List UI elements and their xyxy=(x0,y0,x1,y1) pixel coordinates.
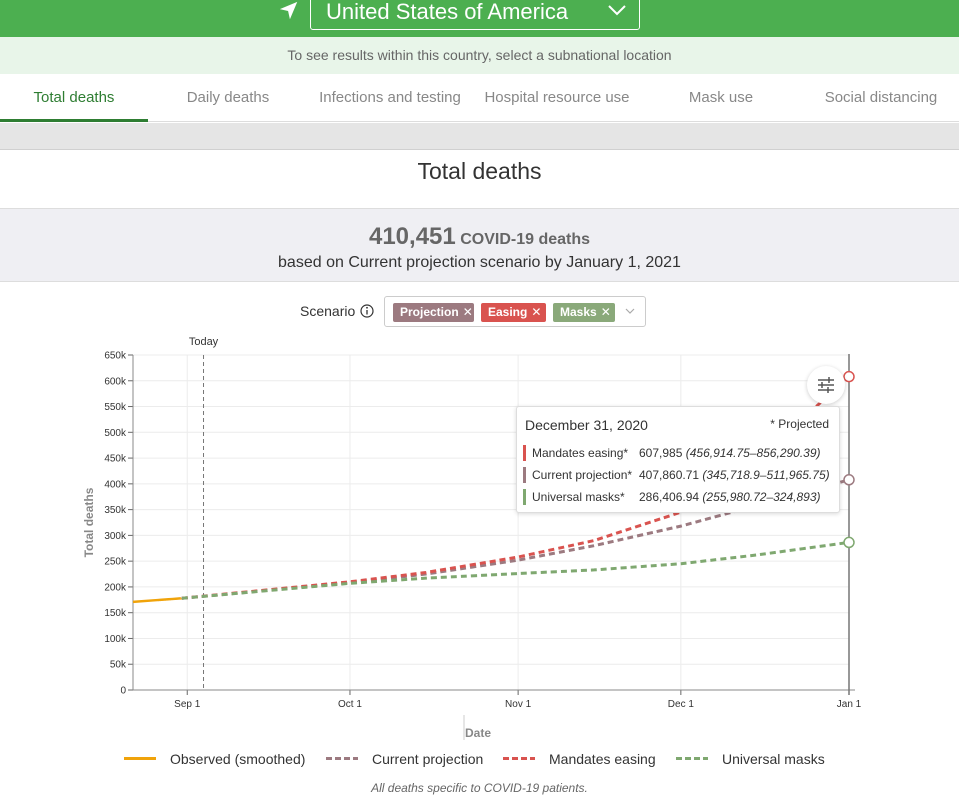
tooltip-series-name: Current projection* xyxy=(532,468,633,482)
remove-icon[interactable]: ✕ xyxy=(462,305,473,319)
x-tick-label: Jan 1 xyxy=(837,699,862,710)
tooltip-value: 286,406.94 (255,980.72–324,893) xyxy=(639,490,821,504)
y-tick-label: 450k xyxy=(104,454,127,465)
tooltip-series-name: Universal masks* xyxy=(532,490,625,504)
legend-label: Observed (smoothed) xyxy=(170,751,306,767)
info-icon[interactable] xyxy=(360,304,374,318)
y-tick-label: 250k xyxy=(104,557,127,568)
death-unit: COVID-19 deaths xyxy=(460,231,591,248)
chevron-down-icon xyxy=(608,5,626,16)
location-bar: United States of America xyxy=(0,0,959,37)
summary-panel: 410,451 COVID-19 deaths based on Current… xyxy=(0,208,959,282)
tab-hospital-resource-use[interactable]: Hospital resource use xyxy=(484,89,630,106)
tab-social-distancing[interactable]: Social distancing xyxy=(824,89,938,106)
country-select-value: United States of America xyxy=(326,0,569,24)
chart-footnote: All deaths specific to COVID-19 patients… xyxy=(371,781,588,795)
series-color-bar xyxy=(523,445,526,461)
tooltip-value: 607,985 (456,914.75–856,290.39) xyxy=(639,446,821,460)
series-color-bar xyxy=(523,489,526,505)
y-tick-label: 400k xyxy=(104,479,127,490)
summary-basis: based on Current projection scenario by … xyxy=(278,254,681,271)
y-tick-label: 350k xyxy=(104,505,127,516)
endpoint-marker-universal-masks xyxy=(843,536,855,549)
endpoint-marker-mandates-easing xyxy=(843,370,855,383)
series-color-bar xyxy=(523,467,526,483)
y-axis-title: Total deaths xyxy=(82,487,96,557)
y-tick-label: 500k xyxy=(104,428,127,439)
tab-bar: Total deaths Daily deaths Infections and… xyxy=(0,74,959,122)
scenario-label: Scenario xyxy=(300,303,356,319)
today-label: Today xyxy=(189,336,219,348)
y-tick-label: 200k xyxy=(104,582,127,593)
tooltip-row-universal-masks: Universal masks* 286,406.94 (255,980.72–… xyxy=(523,488,835,506)
series-line-universal-masks xyxy=(181,540,850,600)
x-tick-label: Sep 1 xyxy=(174,699,201,710)
endpoint-marker-current-projection xyxy=(843,474,855,486)
scenario-multiselect[interactable]: Projection ✕ Easing ✕ Masks ✕ xyxy=(384,296,646,327)
chart-legend: Observed (smoothed) Current projection M… xyxy=(0,748,959,770)
legend-swatch xyxy=(676,757,708,760)
x-tick-label: Dec 1 xyxy=(668,699,695,710)
legend-swatch xyxy=(503,757,535,760)
tab-mask-use[interactable]: Mask use xyxy=(688,89,754,106)
y-tick-label: 650k xyxy=(104,351,127,362)
tooltip-row-mandates-easing: Mandates easing* 607,985 (456,914.75–856… xyxy=(523,444,835,462)
legend-swatch xyxy=(124,757,156,760)
chart-tooltip: December 31, 2020 * Projected Mandates e… xyxy=(516,406,840,513)
subnational-note: To see results within this country, sele… xyxy=(0,37,959,74)
chip-label: Masks xyxy=(560,305,597,319)
scenario-chip-masks[interactable]: Masks ✕ xyxy=(553,303,615,322)
section-divider xyxy=(0,123,959,150)
x-axis-title: Date xyxy=(465,726,491,740)
legend-swatch xyxy=(326,757,358,760)
legend-label: Mandates easing xyxy=(549,751,656,767)
chip-label: Projection xyxy=(400,305,459,319)
tooltip-value: 407,860.71 (345,718.9–511,965.75) xyxy=(639,468,830,482)
tooltip-row-current-projection: Current projection* 407,860.71 (345,718.… xyxy=(523,466,835,484)
chart-settings-button[interactable] xyxy=(807,366,845,404)
tooltip-projected-note: * Projected xyxy=(770,417,829,431)
remove-icon[interactable]: ✕ xyxy=(531,305,542,319)
y-tick-label: 50k xyxy=(110,660,127,671)
chevron-down-icon[interactable] xyxy=(625,307,635,315)
page-title: Total deaths xyxy=(417,158,542,184)
series-line-observed-smoothed- xyxy=(132,597,182,604)
scenario-chip-easing[interactable]: Easing ✕ xyxy=(481,303,546,322)
sliders-icon xyxy=(818,377,834,393)
x-tick-label: Nov 1 xyxy=(505,699,532,710)
location-arrow-icon xyxy=(279,1,298,20)
x-tick-label: Oct 1 xyxy=(338,699,362,710)
legend-label: Current projection xyxy=(372,751,484,767)
tooltip-date: December 31, 2020 xyxy=(525,417,648,433)
summary-headline: 410,451 COVID-19 deaths xyxy=(0,223,959,251)
y-tick-label: 600k xyxy=(104,376,127,387)
country-select[interactable]: United States of America xyxy=(310,0,640,30)
tab-daily-deaths[interactable]: Daily deaths xyxy=(186,89,270,106)
y-tick-label: 100k xyxy=(104,634,127,645)
legend-label: Universal masks xyxy=(722,751,825,767)
tab-total-deaths[interactable]: Total deaths xyxy=(0,74,148,122)
tooltip-series-name: Mandates easing* xyxy=(532,446,629,460)
y-tick-label: 550k xyxy=(104,402,127,413)
scenario-chip-projection[interactable]: Projection ✕ xyxy=(393,303,474,322)
tab-infections-testing[interactable]: Infections and testing xyxy=(319,89,461,106)
y-tick-label: 0 xyxy=(120,686,126,697)
y-tick-label: 300k xyxy=(104,531,127,542)
remove-icon[interactable]: ✕ xyxy=(600,305,611,319)
death-count: 410,451 xyxy=(368,223,456,250)
chip-label: Easing xyxy=(488,305,528,319)
y-tick-label: 150k xyxy=(104,608,127,619)
